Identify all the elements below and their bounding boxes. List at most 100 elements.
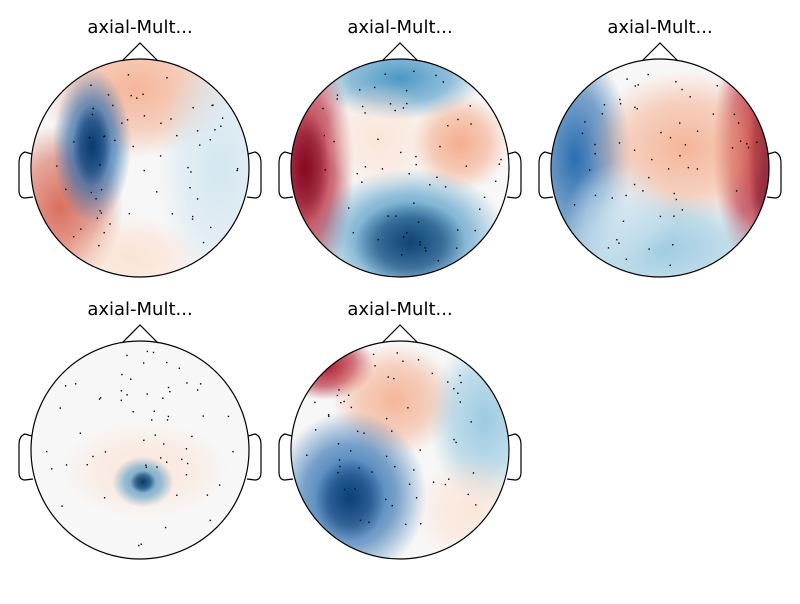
sensor bbox=[333, 140, 335, 143]
nose bbox=[121, 42, 159, 62]
sensor bbox=[391, 504, 393, 507]
sensor bbox=[455, 441, 457, 444]
sensor bbox=[232, 450, 234, 453]
sensor bbox=[103, 135, 106, 137]
ear-right bbox=[766, 151, 782, 199]
topomap: axial-Mult... bbox=[538, 17, 782, 278]
sensor bbox=[651, 158, 653, 161]
sensor bbox=[448, 478, 450, 480]
sensor bbox=[402, 107, 405, 109]
sensor bbox=[90, 191, 93, 194]
sensor bbox=[92, 107, 94, 110]
sensor bbox=[165, 461, 168, 463]
sensor bbox=[417, 359, 420, 361]
sensor bbox=[191, 215, 194, 218]
sensor bbox=[61, 505, 63, 507]
sensor bbox=[337, 443, 340, 445]
sensor bbox=[100, 189, 103, 191]
sensor bbox=[394, 465, 396, 468]
sensor bbox=[132, 411, 134, 413]
sensor bbox=[120, 399, 122, 402]
sensor bbox=[474, 229, 476, 232]
sensor bbox=[126, 119, 129, 121]
ear-left bbox=[538, 151, 554, 199]
sensor bbox=[343, 488, 346, 491]
sensor bbox=[417, 221, 420, 223]
sensor bbox=[156, 191, 158, 193]
sensor bbox=[747, 146, 750, 149]
panel-title: axial-Mult... bbox=[87, 299, 192, 320]
sensor bbox=[209, 519, 211, 522]
sensor bbox=[339, 465, 341, 468]
sensor bbox=[64, 385, 67, 387]
sensor bbox=[594, 194, 597, 197]
sensor bbox=[96, 217, 99, 219]
sensor bbox=[98, 398, 101, 400]
sensor bbox=[160, 457, 162, 459]
sensor bbox=[338, 459, 341, 461]
sensor bbox=[104, 451, 107, 453]
sensor bbox=[419, 243, 421, 246]
sensor bbox=[80, 228, 82, 230]
color-blob bbox=[60, 216, 200, 277]
ear-right bbox=[246, 151, 262, 199]
colormap bbox=[551, 59, 769, 277]
sensor bbox=[152, 351, 155, 354]
panel-title: axial-Mult... bbox=[87, 17, 192, 38]
topomap: axial-Mult... bbox=[278, 299, 522, 560]
sensor bbox=[737, 122, 740, 124]
sensor bbox=[385, 455, 388, 458]
sensor bbox=[594, 143, 596, 146]
sensor bbox=[364, 112, 366, 114]
sensor bbox=[408, 483, 411, 485]
sensor bbox=[687, 166, 690, 169]
sensor bbox=[406, 102, 408, 105]
sensor bbox=[479, 208, 481, 210]
sensor bbox=[457, 392, 459, 394]
sensor bbox=[51, 468, 53, 470]
sensor bbox=[314, 429, 317, 431]
sensor bbox=[160, 122, 162, 125]
head-outline bbox=[30, 340, 250, 560]
sensor bbox=[114, 139, 116, 142]
sensor bbox=[196, 130, 199, 132]
sensor bbox=[618, 242, 620, 244]
sensor bbox=[92, 455, 94, 458]
sensor bbox=[167, 415, 170, 418]
sensor bbox=[400, 151, 402, 154]
nose bbox=[641, 42, 679, 62]
sensor bbox=[322, 107, 324, 110]
sensor bbox=[633, 149, 636, 152]
sensor bbox=[356, 172, 358, 175]
sensor bbox=[415, 163, 417, 166]
sensor bbox=[406, 231, 408, 234]
sensor bbox=[189, 187, 191, 189]
sensor bbox=[327, 414, 330, 416]
sensor bbox=[413, 469, 415, 471]
sensor bbox=[338, 389, 340, 391]
sensor bbox=[684, 144, 687, 146]
sensor bbox=[142, 362, 145, 364]
sensor bbox=[459, 374, 461, 377]
sensor bbox=[475, 504, 477, 506]
sensor bbox=[669, 264, 671, 267]
sensor bbox=[442, 81, 445, 83]
sensor bbox=[494, 180, 497, 183]
ear-left bbox=[278, 433, 294, 481]
sensor bbox=[402, 360, 404, 362]
sensor bbox=[218, 484, 221, 486]
sensor bbox=[359, 519, 362, 522]
sensor bbox=[109, 223, 111, 225]
sensor bbox=[667, 168, 670, 170]
sensor bbox=[181, 458, 183, 461]
sensor bbox=[337, 471, 339, 474]
sensor bbox=[169, 390, 171, 393]
sensor bbox=[636, 108, 638, 110]
sensor bbox=[371, 471, 373, 473]
sensor bbox=[457, 229, 459, 231]
color-blob bbox=[157, 59, 249, 277]
sensor bbox=[206, 494, 209, 496]
sensor bbox=[127, 74, 130, 76]
sensor bbox=[166, 419, 169, 421]
sensor bbox=[138, 544, 140, 547]
